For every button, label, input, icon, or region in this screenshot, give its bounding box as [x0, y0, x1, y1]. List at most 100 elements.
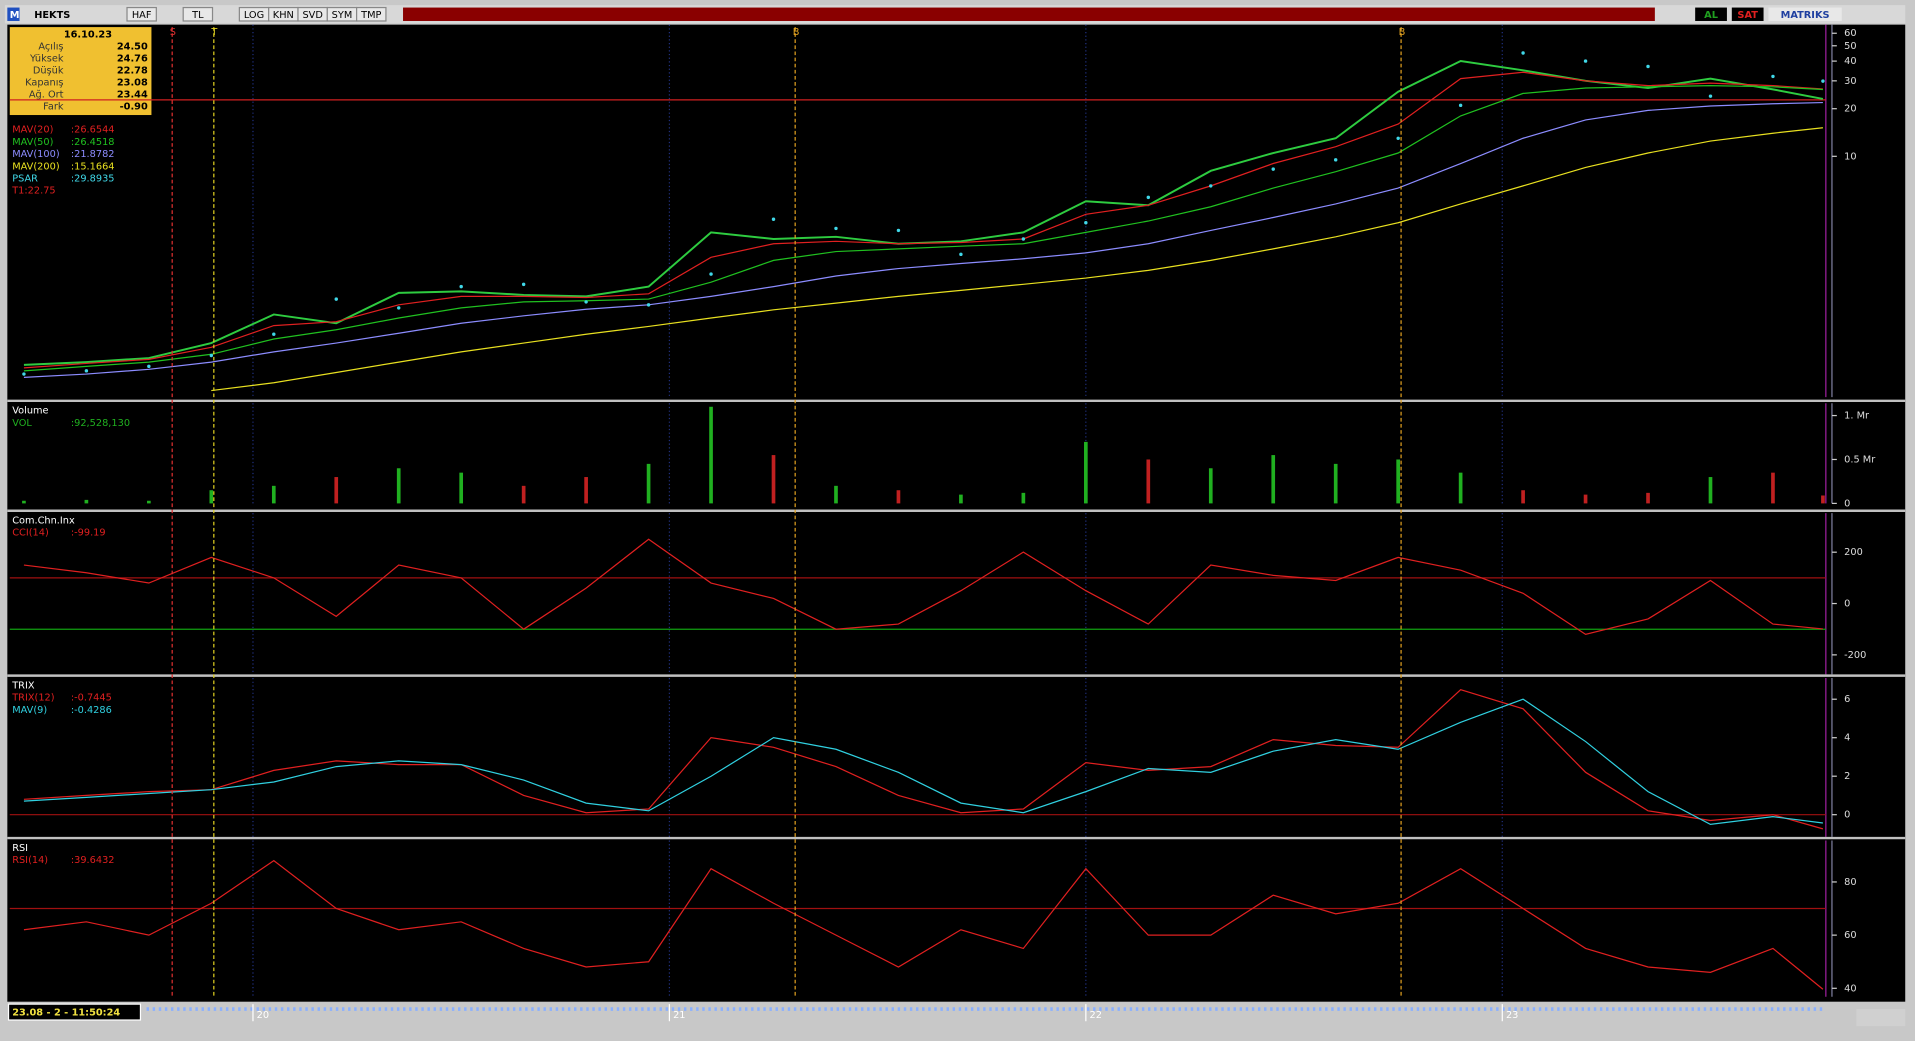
volume-bar — [1458, 472, 1463, 504]
psar-dot — [896, 228, 901, 233]
psar-dot — [1458, 103, 1463, 108]
logo-box — [7, 7, 20, 21]
psar-dot — [1583, 59, 1588, 63]
volume-bar — [771, 455, 776, 504]
legend-value: :29.8935 — [71, 174, 115, 185]
series-line — [211, 127, 1823, 392]
volume-bar — [1084, 441, 1088, 504]
chart-area — [7, 24, 1906, 1002]
x-tick-label: 21 — [673, 1010, 685, 1021]
y-tick-label: 30 — [1844, 76, 1856, 87]
status-box — [7, 1003, 142, 1021]
info-label: Yüksek — [29, 54, 64, 65]
series-line — [23, 71, 1823, 369]
x-tick-label: 23 — [1506, 1010, 1518, 1021]
volume-bar — [1521, 490, 1525, 504]
psar-dot — [22, 372, 26, 376]
series-line — [23, 84, 1823, 372]
legend-name: VOL — [12, 418, 32, 429]
psar-dot — [834, 226, 838, 231]
info-value: -0.90 — [120, 101, 148, 112]
info-label: Düşük — [33, 66, 64, 77]
y-tick-label: 40 — [1844, 56, 1856, 67]
volume-bar — [1271, 455, 1276, 504]
toolbar-button-label: HAF — [132, 10, 152, 21]
signal-label: T — [210, 27, 217, 38]
info-date: 16.10.23 — [64, 29, 112, 40]
series-line — [23, 101, 1823, 378]
toolbar-button[interactable] — [356, 6, 387, 22]
legend-value: :21.8782 — [71, 149, 115, 160]
psar-dot — [709, 272, 713, 276]
volume-bar — [459, 472, 464, 504]
volume-bar — [834, 485, 838, 504]
psar-dot — [1333, 158, 1338, 162]
volume-bar — [959, 494, 963, 504]
y-tick-label: 20 — [1844, 104, 1856, 115]
toolbar-button-label: LOG — [244, 10, 264, 21]
panel-title: Com.Chn.Inx — [12, 515, 75, 526]
toolbar-button[interactable] — [182, 6, 214, 22]
volume-bar — [584, 477, 588, 504]
psar-dot — [272, 332, 276, 336]
y-tick-label: 6 — [1844, 694, 1850, 705]
legend-name: TRIX(12) — [11, 693, 54, 704]
y-tick-label: -200 — [1844, 650, 1866, 661]
toolbar-button[interactable] — [126, 6, 157, 22]
toolbar-button-label: TMP — [360, 10, 381, 21]
psar-dot — [771, 217, 776, 221]
y-tick-label: 40 — [1844, 983, 1856, 994]
legend-value: :92,528,130 — [71, 418, 130, 429]
nav-buttons[interactable] — [1856, 1009, 1906, 1027]
volume-bar — [1708, 477, 1713, 504]
toolbar-action-label: SAT — [1737, 10, 1758, 21]
legend-name: RSI(14) — [12, 855, 48, 866]
signal-label: B — [793, 27, 800, 38]
volume-bar — [521, 485, 526, 504]
legend-name: CCI(14) — [12, 528, 49, 539]
y-tick-label: 0 — [1844, 810, 1850, 821]
volume-bar — [709, 406, 713, 504]
toolbar-action-label: AL — [1704, 10, 1718, 21]
psar-dot — [1209, 184, 1213, 188]
toolbar-strip — [403, 7, 1655, 21]
volume-bar — [896, 490, 901, 504]
volume-bar — [1771, 472, 1775, 504]
info-value: 24.50 — [117, 42, 148, 53]
symbol: HEKTS — [34, 10, 70, 21]
series-line — [23, 859, 1824, 990]
toolbar-action[interactable] — [1768, 7, 1842, 21]
psar-dot — [646, 303, 651, 307]
panel-title: RSI — [12, 843, 28, 854]
y-tick-label: 80 — [1844, 877, 1856, 888]
y-tick-label: 4 — [1844, 733, 1850, 744]
volume-bar — [1333, 463, 1338, 504]
psar-dot — [397, 306, 401, 310]
y-tick-label: 2 — [1844, 771, 1850, 782]
volume-bar — [646, 463, 651, 504]
toolbar-action[interactable] — [1731, 7, 1764, 21]
volume-bar — [1396, 459, 1400, 504]
y-tick-label: 0 — [1844, 599, 1850, 610]
volume-bar — [1021, 492, 1026, 504]
toolbar-button-label: TL — [191, 10, 204, 21]
toolbar-action-label: MATRIKS — [1781, 10, 1830, 21]
psar-dot — [1771, 74, 1775, 79]
volume-bar — [1146, 459, 1151, 504]
panel-title: TRIX — [11, 680, 35, 691]
psar-dot — [1271, 167, 1275, 171]
logo: M — [10, 10, 20, 21]
toolbar-button-label: SVD — [302, 10, 322, 21]
series-line — [23, 698, 1823, 825]
legend-value: :26.4518 — [71, 137, 115, 148]
toolbar-action[interactable] — [1695, 7, 1727, 21]
psar-dot — [84, 369, 89, 373]
psar-dot — [584, 300, 588, 304]
legend-name: PSAR — [12, 174, 38, 185]
psar-dot — [1021, 237, 1026, 241]
legend-value: :39.6432 — [71, 855, 115, 866]
info-label: Ağ. Ort — [29, 89, 64, 101]
y-tick-label: 60 — [1844, 28, 1856, 39]
signal-label: B — [1399, 27, 1406, 38]
